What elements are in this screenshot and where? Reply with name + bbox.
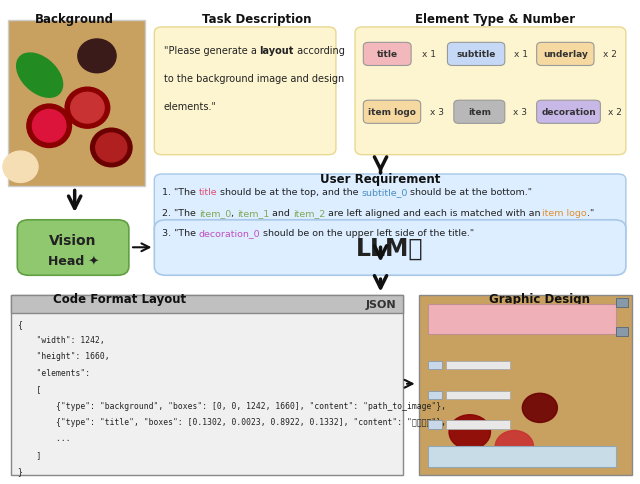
Ellipse shape — [17, 54, 63, 98]
Bar — [428, 361, 442, 369]
Ellipse shape — [3, 152, 38, 183]
FancyBboxPatch shape — [537, 43, 594, 66]
Bar — [446, 361, 510, 369]
FancyBboxPatch shape — [537, 101, 600, 124]
Text: "width": 1242,: "width": 1242, — [17, 335, 105, 344]
Bar — [11, 295, 403, 313]
Text: decoration: decoration — [541, 108, 596, 117]
Text: "height": 1660,: "height": 1660, — [17, 352, 110, 361]
Ellipse shape — [495, 431, 534, 462]
Bar — [11, 295, 403, 475]
Bar — [428, 304, 616, 334]
Text: .": ." — [587, 208, 594, 217]
Text: item_1: item_1 — [237, 208, 269, 217]
FancyBboxPatch shape — [364, 101, 420, 124]
Text: subtitle: subtitle — [456, 50, 496, 60]
Text: Task Description: Task Description — [202, 14, 311, 27]
Bar — [428, 447, 616, 467]
Text: x 1: x 1 — [422, 50, 436, 60]
FancyBboxPatch shape — [447, 43, 505, 66]
Text: JSON: JSON — [366, 299, 396, 309]
Text: ]: ] — [17, 450, 42, 459]
FancyBboxPatch shape — [454, 101, 505, 124]
Text: "Please generate a: "Please generate a — [164, 46, 260, 56]
Ellipse shape — [27, 105, 72, 148]
Text: "elements":: "elements": — [17, 368, 90, 377]
Text: item logo: item logo — [368, 108, 416, 117]
Bar — [419, 295, 632, 475]
Ellipse shape — [78, 40, 116, 74]
Ellipse shape — [65, 88, 109, 129]
Text: should be at the top, and the: should be at the top, and the — [217, 188, 362, 197]
Text: }: } — [17, 466, 22, 475]
Text: Vision: Vision — [49, 234, 97, 248]
Text: x 3: x 3 — [429, 108, 444, 117]
Bar — [446, 391, 510, 399]
Text: {: { — [17, 319, 22, 328]
FancyBboxPatch shape — [154, 220, 626, 276]
Text: Head ✦: Head ✦ — [47, 254, 99, 267]
FancyBboxPatch shape — [154, 28, 336, 155]
Text: and: and — [269, 208, 292, 217]
FancyBboxPatch shape — [364, 43, 411, 66]
Ellipse shape — [91, 129, 132, 167]
Text: title: title — [198, 188, 218, 197]
Bar — [616, 298, 628, 307]
Bar — [616, 327, 628, 336]
FancyBboxPatch shape — [355, 28, 626, 155]
Text: LLM🔥: LLM🔥 — [356, 236, 424, 260]
Text: User Requirement: User Requirement — [321, 172, 441, 185]
Text: subtitle_0: subtitle_0 — [361, 188, 408, 197]
Text: ...: ... — [17, 434, 71, 442]
Text: {"type": "title", "boxes": [0.1302, 0.0023, 0.8922, 0.1332], "content": "美食安利"},: {"type": "title", "boxes": [0.1302, 0.00… — [17, 417, 446, 426]
Bar — [8, 21, 145, 187]
Text: x 1: x 1 — [515, 50, 529, 60]
Bar — [428, 391, 442, 399]
Text: [: [ — [17, 384, 42, 393]
FancyBboxPatch shape — [17, 220, 129, 276]
Bar — [446, 421, 510, 429]
Text: should be at the bottom.": should be at the bottom." — [407, 188, 532, 197]
Text: to the background image and design: to the background image and design — [164, 74, 344, 84]
Bar — [428, 421, 442, 429]
Text: 3. "The: 3. "The — [162, 228, 199, 238]
Text: x 3: x 3 — [513, 108, 527, 117]
Ellipse shape — [449, 415, 490, 449]
Text: x 2: x 2 — [608, 108, 622, 117]
Text: 2. "The: 2. "The — [162, 208, 199, 217]
Text: decoration_0: decoration_0 — [199, 228, 260, 238]
Text: according: according — [294, 46, 344, 56]
Text: should be on the upper left side of the title.": should be on the upper left side of the … — [260, 228, 474, 238]
Text: title: title — [377, 50, 398, 60]
Text: ,: , — [231, 208, 237, 217]
Ellipse shape — [522, 393, 557, 423]
Text: Background: Background — [35, 14, 114, 27]
Text: item_2: item_2 — [292, 208, 325, 217]
Text: underlay: underlay — [543, 50, 588, 60]
Text: item_0: item_0 — [198, 208, 231, 217]
Text: Code Format Layout: Code Format Layout — [52, 292, 186, 305]
Text: are left aligned and each is matched with an: are left aligned and each is matched wit… — [324, 208, 543, 217]
Ellipse shape — [33, 110, 66, 143]
Text: elements.": elements." — [164, 102, 217, 112]
FancyBboxPatch shape — [154, 175, 626, 244]
Text: x 2: x 2 — [603, 50, 617, 60]
Text: {"type": "background", "boxes": [0, 0, 1242, 1660], "content": "path_to_image"},: {"type": "background", "boxes": [0, 0, 1… — [17, 401, 446, 410]
Text: layout: layout — [259, 46, 294, 56]
Ellipse shape — [70, 93, 104, 124]
Text: item logo: item logo — [542, 208, 587, 217]
Text: Graphic Design: Graphic Design — [490, 292, 590, 305]
Ellipse shape — [96, 134, 127, 163]
Text: Element Type & Number: Element Type & Number — [415, 14, 575, 27]
Text: 1. "The: 1. "The — [162, 188, 199, 197]
Text: item: item — [468, 108, 491, 117]
